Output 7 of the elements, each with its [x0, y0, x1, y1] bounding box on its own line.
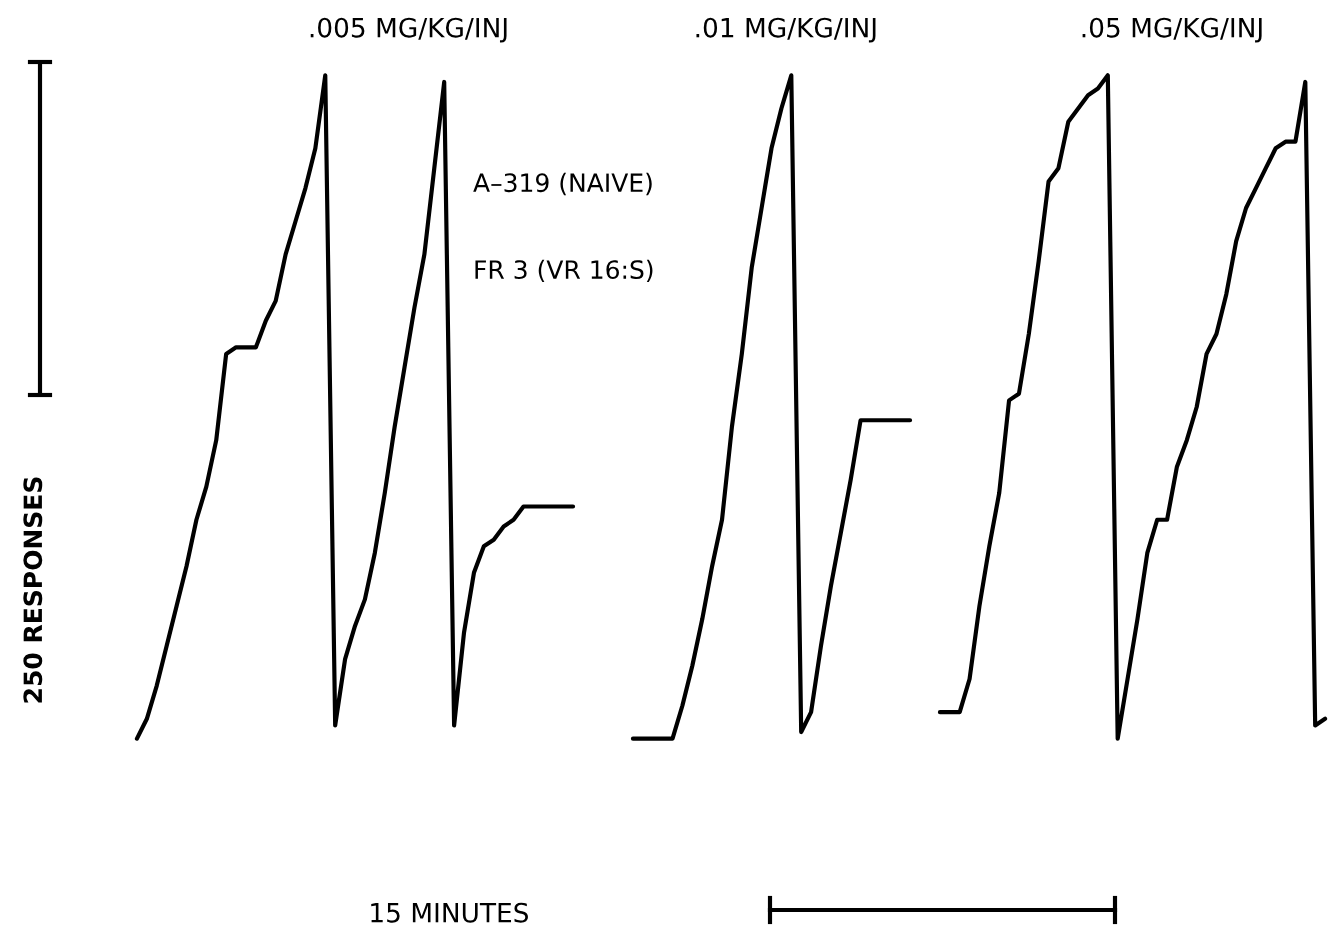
y-axis-title: 250 RESPONSES — [23, 477, 43, 703]
chart-title: .01 MG/KG/INJ — [696, 17, 876, 43]
annotation: FR 3 (VR 16:S) — [475, 259, 653, 282]
chart-title: .005 MG/KG/INJ — [310, 17, 507, 43]
chart-title: .05 MG/KG/INJ — [1082, 17, 1262, 43]
text: 15 MINUTES — [371, 902, 528, 923]
annotation: A–319 (NAIVE) — [473, 172, 652, 196]
